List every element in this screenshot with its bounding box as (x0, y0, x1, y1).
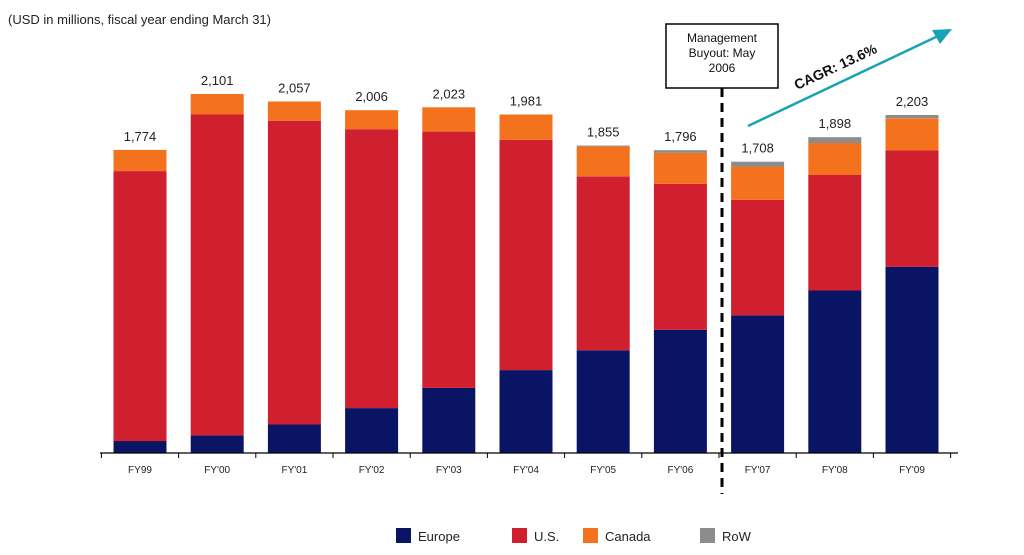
total-label: 1,708 (741, 141, 774, 156)
bar-us-4 (422, 131, 476, 388)
bar-canada-1 (190, 94, 244, 115)
total-label: 2,023 (433, 86, 466, 101)
total-label: 2,101 (201, 73, 234, 88)
legend: Europe U.S. Canada RoW (396, 528, 752, 544)
bar-canada-7 (653, 153, 707, 184)
bar-europe-6 (576, 350, 630, 453)
bar-us-2 (267, 120, 321, 425)
x-tick-label: FY'01 (281, 465, 307, 476)
x-tick-label: FY'07 (745, 465, 771, 476)
bar-us-1 (190, 114, 244, 436)
bar-row-6 (576, 145, 630, 147)
bar-canada-6 (576, 146, 630, 177)
legend-swatch-us (512, 528, 527, 543)
bar-us-0 (113, 171, 167, 442)
x-tick-label: FY'03 (436, 465, 462, 476)
total-label: 1,796 (664, 129, 697, 144)
bar-europe-4 (422, 387, 476, 453)
bar-row-10 (885, 115, 939, 119)
x-tick-label: FY99 (128, 465, 152, 476)
bar-europe-8 (731, 315, 785, 453)
legend-swatch-row (700, 528, 715, 543)
bar-us-5 (499, 139, 553, 371)
legend-label-row: RoW (722, 529, 752, 544)
bar-europe-3 (345, 408, 399, 453)
bar-canada-4 (422, 107, 476, 132)
cagr-arrow-head (932, 29, 952, 44)
bar-us-7 (653, 183, 707, 330)
buyout-line-1: Management (687, 31, 758, 45)
bar-row-7 (653, 150, 707, 153)
total-label: 1,981 (510, 94, 543, 109)
bar-us-3 (345, 129, 399, 409)
total-label: 2,057 (278, 81, 311, 96)
bar-canada-10 (885, 118, 939, 151)
bars-group (113, 94, 939, 453)
bar-us-6 (576, 176, 630, 351)
x-tick-label: FY'08 (822, 465, 848, 476)
bar-row-9 (808, 137, 862, 143)
bar-row-8 (731, 161, 785, 167)
total-label: 1,774 (124, 129, 157, 144)
total-label: 2,006 (355, 89, 388, 104)
bar-canada-3 (345, 110, 399, 130)
bar-canada-2 (267, 101, 321, 121)
legend-label-europe: Europe (418, 529, 460, 544)
bar-us-9 (808, 175, 862, 291)
x-tick-label: FY'09 (899, 465, 925, 476)
bar-canada-0 (113, 149, 167, 172)
x-tick-label: FY'05 (590, 465, 616, 476)
legend-swatch-europe (396, 528, 411, 543)
legend-swatch-canada (583, 528, 598, 543)
total-label: 2,203 (896, 94, 929, 109)
buyout-callout-box (665, 23, 779, 89)
bar-europe-5 (499, 370, 553, 453)
bar-canada-8 (731, 166, 785, 200)
x-tick-label: FY'04 (513, 465, 539, 476)
total-labels-group: 1,774 2,101 2,057 2,006 2,023 1,981 1,855 1,796… (124, 73, 929, 156)
total-label: 1,898 (819, 116, 852, 131)
cagr-arrow-line (747, 34, 939, 128)
total-label: 1,855 (587, 125, 620, 140)
bar-europe-9 (808, 290, 862, 453)
bar-canada-9 (808, 143, 862, 175)
buyout-line-3: 2006 (709, 61, 736, 75)
buyout-line-2: Buyout: May (689, 46, 756, 60)
bar-europe-1 (190, 435, 244, 453)
bar-us-10 (885, 150, 939, 267)
bar-europe-7 (653, 329, 707, 453)
units-note: (USD in millions, fiscal year ending Mar… (8, 12, 271, 27)
x-tick-label: FY'06 (667, 465, 693, 476)
legend-label-canada: Canada (605, 529, 651, 544)
x-tick-label: FY'02 (359, 465, 385, 476)
bar-canada-5 (499, 114, 553, 140)
bar-europe-2 (267, 424, 321, 453)
bar-us-8 (731, 199, 785, 316)
x-tick-label: FY'00 (204, 465, 230, 476)
bar-europe-10 (885, 266, 939, 453)
bar-europe-0 (113, 441, 167, 453)
x-ticks-group: FY99 FY'00 FY'01 FY'02 FY'03 FY'04 FY'05 FY'06 F… (100, 453, 952, 476)
legend-label-us: U.S. (534, 529, 559, 544)
